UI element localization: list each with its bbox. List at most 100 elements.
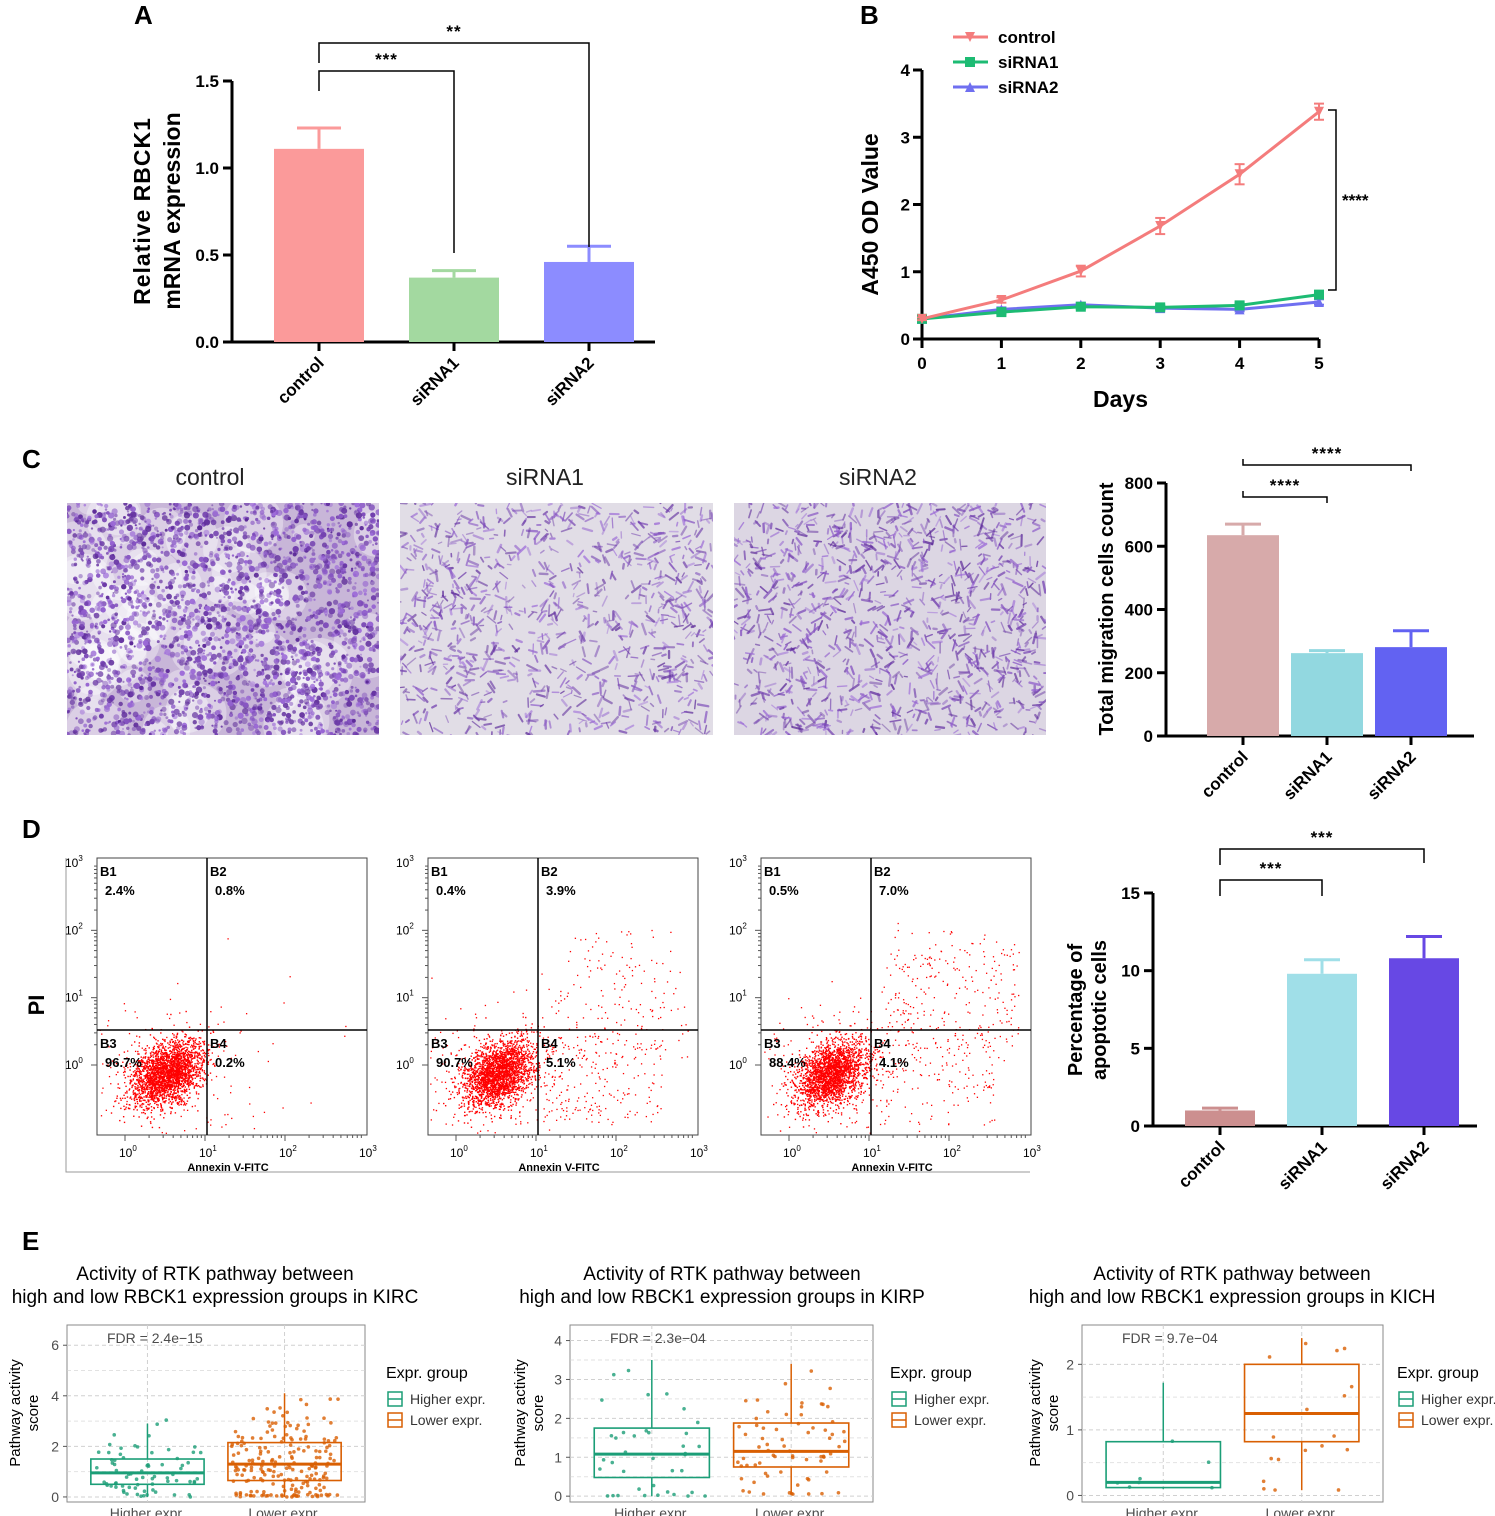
flow-event — [201, 1049, 204, 1051]
flow-event — [477, 1086, 479, 1088]
flow-event — [521, 1035, 523, 1037]
flow-event — [191, 1075, 193, 1077]
flow-event — [157, 1074, 159, 1076]
flow-event — [183, 1053, 186, 1056]
flow-event — [150, 1075, 152, 1078]
flow-event — [515, 1050, 517, 1052]
flow-event — [475, 1095, 478, 1098]
flow-event — [487, 1033, 489, 1036]
flow-event — [179, 1057, 181, 1060]
flow-event — [174, 1040, 177, 1042]
flow-event — [503, 1081, 506, 1083]
flow-event — [169, 1050, 171, 1052]
flow-event — [198, 1086, 201, 1088]
flow-event — [165, 1085, 168, 1088]
flow-event — [164, 1062, 166, 1064]
flow-event — [188, 1080, 190, 1082]
flow-event — [465, 1085, 467, 1087]
flow-event — [519, 1051, 521, 1053]
flow-event — [223, 1050, 225, 1052]
flow-event — [181, 1071, 183, 1074]
flow-event — [474, 1060, 476, 1063]
flow-event — [503, 1059, 506, 1062]
flow-event — [480, 1094, 483, 1096]
flow-event — [505, 1074, 508, 1076]
flow-event — [163, 1065, 166, 1068]
flow-event — [502, 1089, 505, 1091]
flow-event — [492, 1107, 495, 1110]
flow-event — [129, 1104, 131, 1106]
flow-event — [214, 1065, 216, 1067]
flow-event — [188, 1060, 191, 1063]
flow-event — [186, 1100, 189, 1102]
flow-event — [141, 1086, 143, 1089]
flow-event — [517, 1060, 519, 1062]
flow-event — [189, 1074, 192, 1076]
flow-event — [169, 1092, 171, 1095]
flow-event — [475, 1097, 478, 1099]
flow-event — [493, 1075, 495, 1077]
flow-event — [183, 1063, 185, 1065]
flow-event — [474, 1095, 477, 1098]
flow-event — [496, 1065, 499, 1068]
flow-event — [516, 1098, 518, 1100]
flow-event — [145, 1096, 147, 1098]
flow-event — [179, 1053, 181, 1055]
flow-event — [140, 1065, 142, 1068]
y-tick-label: 800 — [1125, 474, 1153, 493]
flow-event — [169, 1086, 171, 1089]
flow-event — [512, 1085, 514, 1088]
flow-event — [486, 1072, 488, 1074]
flow-event — [224, 1040, 227, 1043]
flow-event — [177, 1055, 180, 1057]
flow-event — [193, 1044, 195, 1046]
flow-event — [490, 1068, 492, 1070]
flow-event — [150, 1071, 153, 1073]
flow-event — [167, 1093, 169, 1096]
flow-event — [159, 1114, 162, 1116]
flow-event — [170, 1062, 172, 1064]
flow-event — [503, 1063, 506, 1066]
flow-event — [506, 1069, 509, 1072]
flow-event — [451, 1091, 454, 1093]
flow-event — [155, 1095, 158, 1097]
flow-event — [172, 1066, 175, 1068]
flow-event — [510, 1042, 512, 1044]
flow-event — [146, 1066, 149, 1068]
series-line — [921, 293, 1320, 321]
flow-event — [184, 1055, 187, 1057]
flow-event — [493, 1081, 495, 1084]
flow-event — [528, 1068, 530, 1070]
flow-event — [511, 1089, 514, 1092]
flow-event — [483, 1059, 486, 1062]
flow-event — [156, 1058, 158, 1060]
flow-event — [203, 1040, 206, 1043]
flow-event — [512, 1058, 515, 1060]
flow-event — [190, 1061, 192, 1063]
flow-event — [171, 1073, 173, 1075]
flow-event — [463, 1073, 466, 1075]
flow-event — [181, 1076, 183, 1078]
flow-event — [174, 1112, 177, 1114]
flow-event — [484, 1075, 486, 1077]
flow-event — [523, 1082, 526, 1085]
flow-event — [518, 1061, 520, 1063]
flow-event — [183, 1072, 185, 1074]
flow-event — [514, 1072, 516, 1074]
flow-event — [178, 1053, 180, 1055]
flow-event — [163, 1075, 165, 1077]
flow-event — [143, 1096, 145, 1098]
flow-event — [142, 1111, 145, 1114]
flow-event — [154, 1062, 157, 1065]
flow-event — [163, 1073, 165, 1076]
flow-event — [158, 1090, 161, 1093]
flow-event — [516, 1043, 518, 1046]
flow-event — [189, 1052, 192, 1054]
flow-event — [180, 1045, 182, 1047]
flow-event — [174, 1086, 177, 1088]
flow-event — [147, 1103, 149, 1106]
flow-event — [177, 1046, 179, 1048]
flow-event — [211, 1052, 213, 1054]
flow-event — [523, 1054, 526, 1056]
flow-event — [168, 1053, 170, 1056]
